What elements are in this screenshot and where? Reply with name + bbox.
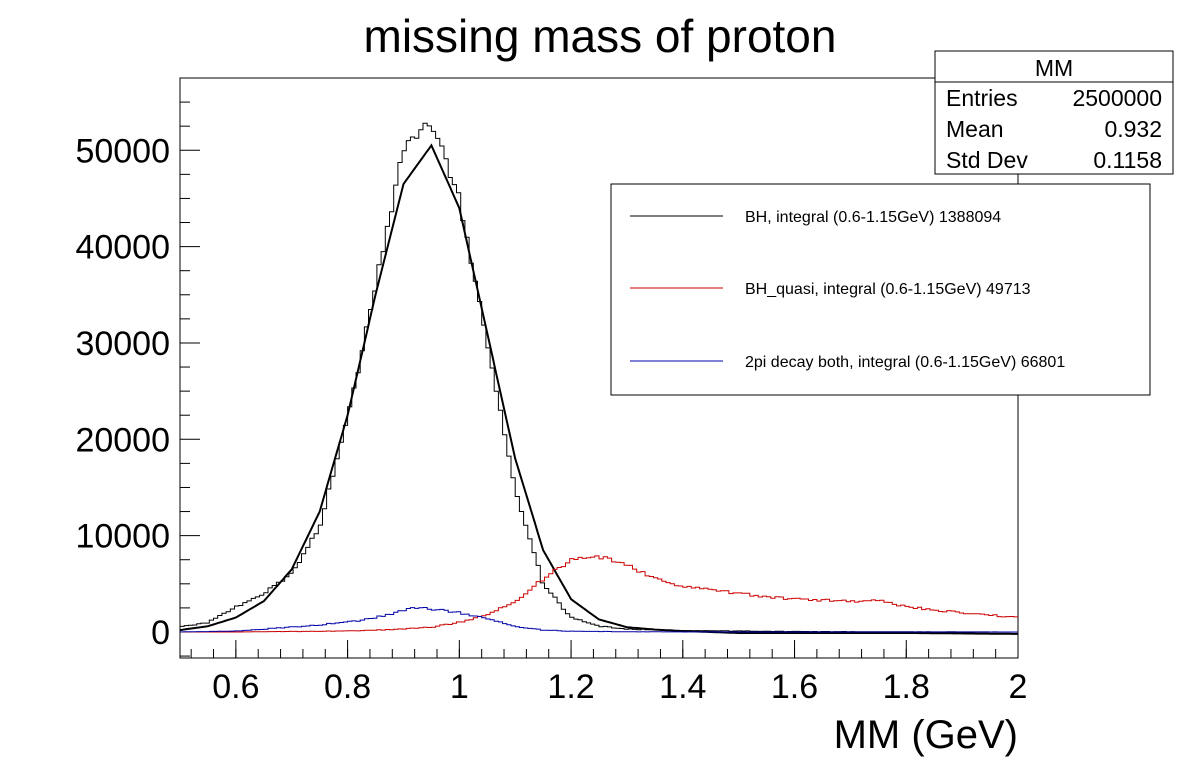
x-axis-ticks: 0.6 0.8 1 1.2 1.4 1.6 1.8 2 <box>190 640 1028 706</box>
stats-box: MM Entries 2500000 Mean 0.932 Std Dev 0.… <box>934 50 1174 175</box>
x-axis-label: MM (GeV) <box>834 713 1018 757</box>
x-tick-label: 2 <box>1009 668 1028 706</box>
x-tick-label: 1 <box>450 668 469 706</box>
series-bh-quasi-histogram <box>180 555 1018 633</box>
y-tick-label: 10000 <box>75 518 170 556</box>
y-tick-label: 50000 <box>75 132 170 170</box>
stats-title: MM <box>1035 55 1073 81</box>
y-tick-label: 40000 <box>75 229 170 267</box>
y-axis-ticks: 0 10000 20000 30000 40000 50000 <box>75 77 200 657</box>
stats-value-stddev: 0.1158 <box>1093 147 1162 173</box>
series-bh-fit <box>179 143 1018 635</box>
series-2pi-histogram <box>180 607 1018 633</box>
legend-label-bh: BH, integral (0.6-1.15GeV) 1388094 <box>745 209 1001 226</box>
series-layer <box>179 122 1018 635</box>
x-tick-label: 0.6 <box>212 668 259 706</box>
x-tick-label: 1.2 <box>547 668 594 706</box>
stats-label-mean: Mean <box>946 116 1004 142</box>
legend-label-bh-quasi: BH_quasi, integral (0.6-1.15GeV) 49713 <box>745 281 1031 298</box>
x-tick-label: 1.6 <box>771 668 818 706</box>
y-tick-label: 30000 <box>75 325 170 363</box>
x-tick-label: 1.8 <box>883 668 930 706</box>
y-tick-label: 0 <box>151 614 170 652</box>
x-tick-label: 0.8 <box>324 668 371 706</box>
y-tick-label: 20000 <box>75 421 170 459</box>
stats-label-entries: Entries <box>946 85 1018 111</box>
legend: BH, integral (0.6-1.15GeV) 1388094 BH_qu… <box>610 183 1151 396</box>
x-tick-label: 1.4 <box>659 668 706 706</box>
stats-value-entries: 2500000 <box>1072 85 1162 111</box>
stats-value-mean: 0.932 <box>1104 116 1162 142</box>
legend-label-2pi: 2pi decay both, integral (0.6-1.15GeV) 6… <box>745 354 1065 371</box>
stats-label-stddev: Std Dev <box>946 147 1028 173</box>
chart-title: missing mass of proton <box>364 10 837 62</box>
